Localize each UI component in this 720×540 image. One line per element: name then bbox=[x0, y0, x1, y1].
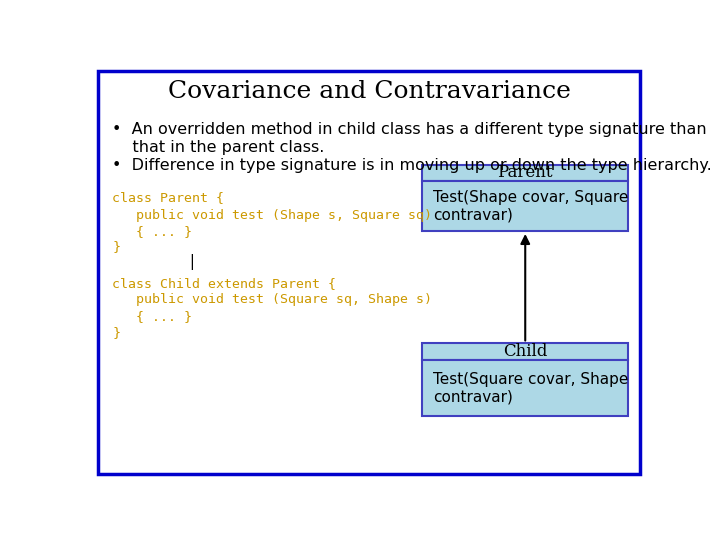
Text: class Child extends Parent {: class Child extends Parent { bbox=[112, 276, 336, 289]
Text: Child: Child bbox=[503, 343, 547, 360]
Bar bbox=[422, 181, 629, 231]
Text: Test(Shape covar, Square
contravar): Test(Shape covar, Square contravar) bbox=[433, 190, 629, 222]
Text: Test(Square covar, Shape
contravar): Test(Square covar, Shape contravar) bbox=[433, 372, 629, 404]
Text: |: | bbox=[188, 254, 197, 271]
Text: { ... }: { ... } bbox=[112, 225, 192, 238]
Bar bbox=[422, 343, 629, 360]
Text: •  An overridden method in child class has a different type signature than: • An overridden method in child class ha… bbox=[112, 122, 707, 137]
Text: •  Difference in type signature is in moving up or down the type hierarchy.: • Difference in type signature is in mov… bbox=[112, 158, 712, 173]
Bar bbox=[422, 360, 629, 416]
Text: that in the parent class.: that in the parent class. bbox=[112, 140, 325, 156]
Text: public void test (Square sq, Shape s): public void test (Square sq, Shape s) bbox=[112, 293, 432, 306]
Text: { ... }: { ... } bbox=[112, 310, 192, 323]
Text: }: } bbox=[112, 327, 120, 340]
Bar bbox=[422, 165, 629, 181]
Text: class Parent {: class Parent { bbox=[112, 191, 225, 204]
Text: Parent: Parent bbox=[498, 164, 553, 181]
Text: }: } bbox=[112, 240, 120, 253]
Text: public void test (Shape s, Square sq): public void test (Shape s, Square sq) bbox=[112, 209, 432, 222]
Text: Covariance and Contravariance: Covariance and Contravariance bbox=[168, 80, 570, 103]
